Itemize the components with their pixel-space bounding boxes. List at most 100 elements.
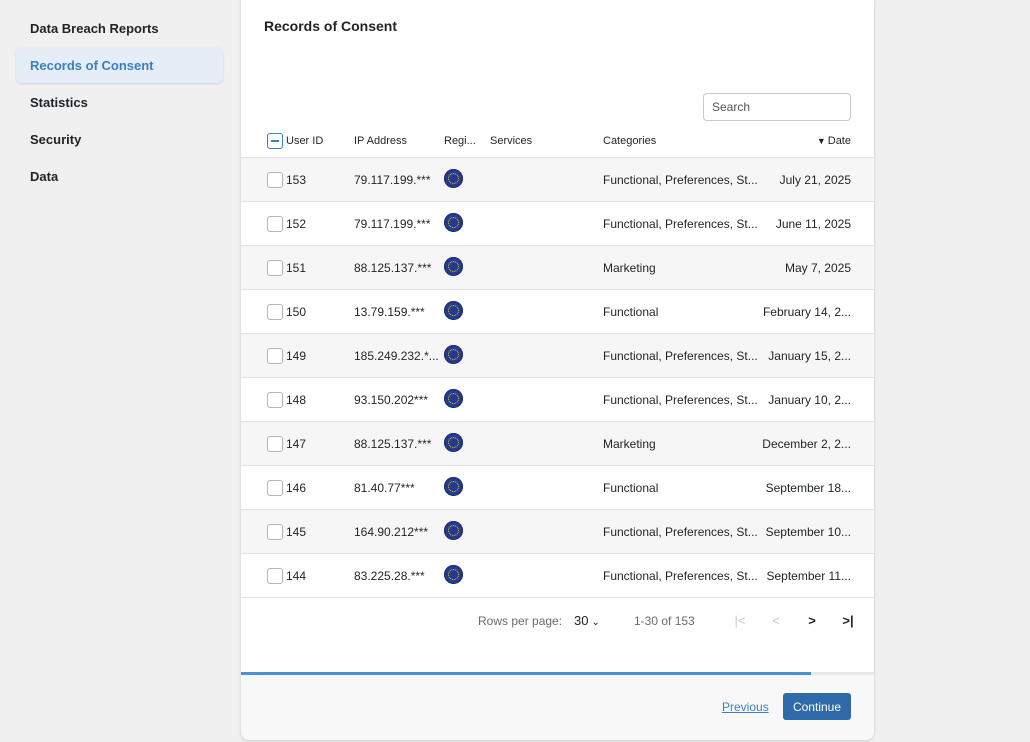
user-id-cell: 148 [286,392,307,407]
services-cell [490,158,600,201]
table-row[interactable]: 144 83.225.28.*** Functional, Preference… [241,554,874,598]
categories-cell: Functional [603,480,659,495]
sidebar-item-records-of-consent[interactable]: Records of Consent [16,47,223,83]
date-cell: December 2, 2... [762,436,851,451]
column-header-ip-address[interactable]: IP Address [354,135,407,147]
categories-cell: Functional, Preferences, St... [603,348,758,363]
date-cell: September 10... [765,524,851,539]
table-row[interactable]: 147 88.125.137.*** Marketing December 2,… [241,422,874,466]
categories-cell: Functional, Preferences, St... [603,172,758,187]
sidebar-item-data-breach-reports[interactable]: Data Breach Reports [30,20,159,36]
column-header-region[interactable]: Regi... [444,135,476,147]
rows-per-page-label: Rows per page: [478,614,563,628]
continue-button[interactable]: Continue [783,693,851,720]
services-cell [490,334,600,377]
table-row[interactable]: 150 13.79.159.*** Functional February 14… [241,290,874,334]
ip-address-cell: 185.249.232.*... [354,348,439,363]
search-input[interactable] [703,93,851,121]
eu-flag-icon [444,477,463,496]
column-header-date-label: Date [827,135,851,147]
categories-cell: Functional [603,304,659,319]
first-page-icon[interactable]: |< [734,613,746,628]
eu-flag-icon [444,345,463,364]
date-cell: January 15, 2... [768,348,851,363]
last-page-icon[interactable]: >| [842,613,854,628]
column-header-user-id[interactable]: User ID [286,135,324,147]
column-header-date[interactable]: ▼ Date [761,125,851,157]
row-checkbox[interactable] [267,303,283,320]
eu-flag-icon [444,169,463,188]
progress-bar [241,672,874,675]
ip-address-cell: 13.79.159.*** [354,304,425,319]
row-checkbox[interactable] [267,259,283,276]
date-cell: May 7, 2025 [784,260,851,275]
categories-cell: Functional, Preferences, St... [603,568,758,583]
ip-address-cell: 79.117.199.*** [354,216,431,231]
eu-flag-icon [444,565,463,584]
user-id-cell: 151 [286,260,307,275]
pagination: Rows per page: 30 ⌄ 1-30 of 153 |< < > >| [241,604,874,638]
eu-flag-icon [444,257,463,276]
categories-cell: Functional, Preferences, St... [603,216,758,231]
sidebar: Data Breach Reports Records of Consent S… [16,10,223,195]
table-header: User ID IP Address Regi... Services Cate… [241,125,874,158]
row-checkbox[interactable] [267,215,283,232]
ip-address-cell: 93.150.202*** [354,392,429,407]
previous-page-icon[interactable]: < [772,613,780,628]
ip-address-cell: 88.125.137.*** [354,260,432,275]
row-checkbox[interactable] [267,435,283,452]
row-checkbox[interactable] [267,391,283,408]
ip-address-cell: 164.90.212*** [354,524,429,539]
user-id-cell: 152 [286,216,307,231]
table-row[interactable]: 146 81.40.77*** Functional September 18.… [241,466,874,510]
services-cell [490,510,600,553]
row-checkbox[interactable] [267,523,283,540]
eu-flag-icon [444,521,463,540]
row-checkbox[interactable] [267,479,283,496]
table-row[interactable]: 151 88.125.137.*** Marketing May 7, 2025 [241,246,874,290]
sidebar-item-security[interactable]: Security [30,131,82,147]
user-id-cell: 147 [286,436,307,451]
column-header-categories[interactable]: Categories [603,135,657,147]
rows-per-page-select[interactable]: 30 ⌄ [574,613,600,628]
services-cell [490,246,600,289]
user-id-cell: 145 [286,524,307,539]
date-cell: September 11... [766,568,852,583]
table-row[interactable]: 152 79.117.199.*** Functional, Preferenc… [241,202,874,246]
table-row[interactable]: 149 185.249.232.*... Functional, Prefere… [241,334,874,378]
eu-flag-icon [444,301,463,320]
table-row[interactable]: 153 79.117.199.*** Functional, Preferenc… [241,158,874,202]
chevron-down-icon: ⌄ [591,617,600,628]
date-cell: September 18... [765,480,851,495]
next-page-icon[interactable]: > [808,613,816,628]
services-cell [490,466,600,509]
ip-address-cell: 83.225.28.*** [354,568,425,583]
user-id-cell: 150 [286,304,307,319]
date-cell: February 14, 2... [762,304,851,319]
select-all-checkbox[interactable] [267,133,283,149]
row-checkbox[interactable] [267,347,283,364]
date-cell: June 11, 2025 [775,216,851,231]
services-cell [490,202,600,245]
categories-cell: Marketing [603,436,656,451]
sidebar-item-statistics[interactable]: Statistics [30,94,88,110]
column-header-services[interactable]: Services [490,135,533,147]
table-row[interactable]: 145 164.90.212*** Functional, Preference… [241,510,874,554]
services-cell [490,554,600,597]
ip-address-cell: 88.125.137.*** [354,436,432,451]
row-checkbox[interactable] [267,171,283,188]
sort-descending-icon: ▼ [816,136,826,146]
user-id-cell: 149 [286,348,307,363]
sidebar-item-data[interactable]: Data [30,168,59,184]
pagination-range: 1-30 of 153 [634,614,695,628]
previous-link[interactable]: Previous [722,700,769,714]
ip-address-cell: 81.40.77*** [354,480,415,495]
categories-cell: Functional, Preferences, St... [603,524,758,539]
date-cell: January 10, 2... [768,392,851,407]
table-row[interactable]: 148 93.150.202*** Functional, Preference… [241,378,874,422]
row-checkbox[interactable] [267,567,283,584]
user-id-cell: 144 [286,568,307,583]
user-id-cell: 153 [286,172,307,187]
services-cell [490,422,600,465]
main-card: Records of Consent User ID IP Address Re… [241,0,874,740]
